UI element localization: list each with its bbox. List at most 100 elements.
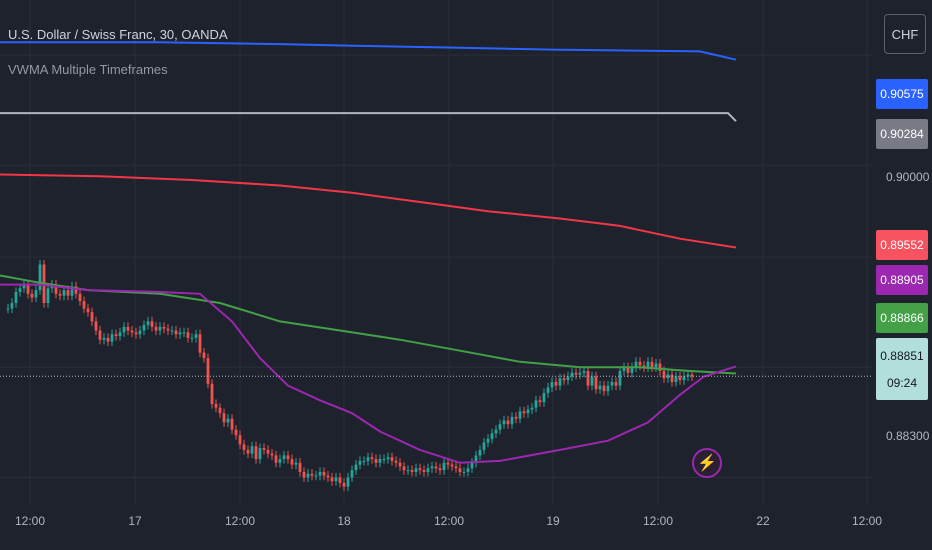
candle-body bbox=[350, 470, 354, 478]
indicator-name[interactable]: VWMA Multiple Timeframes bbox=[8, 62, 168, 77]
candle-body bbox=[226, 418, 230, 423]
candle-body bbox=[386, 457, 390, 460]
candle-body bbox=[618, 370, 622, 386]
time-tick: 12:00 bbox=[433, 514, 465, 528]
time-tick: 12:00 bbox=[224, 514, 256, 528]
candle-body bbox=[462, 471, 466, 473]
time-tick: 12:00 bbox=[14, 514, 46, 528]
candle-body bbox=[30, 293, 34, 298]
candle-body bbox=[186, 332, 190, 338]
vwma-line bbox=[0, 112, 737, 122]
candle-body bbox=[210, 383, 214, 404]
time-tick: 12:00 bbox=[642, 514, 674, 528]
candle-body bbox=[518, 411, 522, 419]
candle-body bbox=[342, 482, 346, 487]
vwma-line bbox=[0, 173, 737, 249]
price-badge-red: 0.89552 bbox=[876, 230, 928, 260]
candle-body bbox=[330, 477, 334, 482]
chart-area[interactable] bbox=[0, 0, 872, 505]
candle-body bbox=[202, 352, 206, 359]
flash-icon[interactable]: ⚡ bbox=[692, 448, 722, 478]
candle-body bbox=[438, 468, 442, 471]
candle-body bbox=[314, 475, 318, 477]
candle-body bbox=[242, 444, 246, 450]
vwma-line bbox=[0, 41, 737, 61]
candle-body bbox=[6, 308, 10, 310]
candle-body bbox=[94, 321, 98, 331]
price-badge-gray: 0.90284 bbox=[876, 119, 928, 149]
candle-body bbox=[514, 416, 518, 419]
symbol-title[interactable]: U.S. Dollar / Swiss Franc, 30, OANDA bbox=[8, 27, 228, 42]
candle-body bbox=[590, 376, 594, 386]
candle-body bbox=[218, 407, 222, 414]
candle-body bbox=[418, 468, 422, 471]
candle-body bbox=[642, 365, 646, 368]
last-price-badge: 0.88851 09:24 bbox=[876, 338, 928, 400]
candle-body bbox=[286, 455, 290, 460]
candle-body bbox=[62, 290, 66, 296]
time-tick: 19 bbox=[546, 514, 560, 528]
candle-body bbox=[546, 387, 550, 393]
candle-body bbox=[530, 407, 534, 410]
candle-body bbox=[306, 473, 310, 478]
candle-body bbox=[450, 464, 454, 467]
candle-body bbox=[654, 363, 658, 368]
candle-body bbox=[122, 326, 126, 333]
time-axis[interactable] bbox=[0, 505, 932, 550]
candle-body bbox=[482, 442, 486, 450]
candle-body bbox=[310, 473, 314, 476]
candle-body bbox=[346, 477, 350, 487]
candle-body bbox=[666, 374, 670, 379]
candle-body bbox=[334, 477, 338, 482]
candle-body bbox=[538, 400, 542, 403]
candle-body bbox=[190, 337, 194, 339]
candle-body bbox=[274, 455, 278, 463]
candle-body bbox=[110, 334, 114, 342]
candle-body bbox=[238, 435, 242, 445]
candle-body bbox=[598, 385, 602, 390]
candle-body bbox=[150, 321, 154, 327]
candle-body bbox=[414, 468, 418, 472]
candle-body bbox=[378, 459, 382, 463]
price-badge-blue: 0.90575 bbox=[876, 79, 928, 109]
candle-body bbox=[338, 477, 342, 483]
candle-body bbox=[634, 361, 638, 368]
candle-body bbox=[558, 378, 562, 386]
candle-body bbox=[90, 312, 94, 322]
candle-body bbox=[22, 284, 26, 289]
candle-body bbox=[490, 433, 494, 439]
candle-body bbox=[646, 361, 650, 368]
candle-body bbox=[162, 326, 166, 329]
candle-body bbox=[250, 446, 254, 454]
candle-body bbox=[54, 284, 58, 294]
candle-body bbox=[522, 411, 526, 414]
candle-body bbox=[554, 381, 558, 386]
candle-body bbox=[426, 468, 430, 472]
candle-body bbox=[434, 466, 438, 469]
candle-body bbox=[674, 376, 678, 382]
candle-body bbox=[206, 358, 210, 384]
candle-body bbox=[98, 330, 102, 340]
candle-body bbox=[474, 455, 478, 463]
candle-body bbox=[130, 330, 134, 333]
candle-body bbox=[318, 471, 322, 476]
currency-button[interactable]: CHF bbox=[884, 14, 926, 54]
candle-body bbox=[486, 438, 490, 443]
candle-body bbox=[498, 424, 502, 430]
candle-body bbox=[502, 420, 506, 425]
price-chart[interactable] bbox=[0, 0, 872, 505]
candle-body bbox=[38, 264, 42, 291]
candle-body bbox=[182, 332, 186, 334]
candle-body bbox=[66, 290, 70, 296]
candle-body bbox=[578, 372, 582, 375]
candle-body bbox=[70, 286, 74, 296]
candle-body bbox=[86, 308, 90, 313]
candle-body bbox=[282, 455, 286, 460]
candle-body bbox=[298, 462, 302, 472]
candle-body bbox=[602, 385, 606, 392]
candle-body bbox=[422, 470, 426, 472]
candle-body bbox=[46, 288, 50, 303]
candle-body bbox=[254, 446, 258, 460]
candle-body bbox=[290, 459, 294, 465]
candle-body bbox=[686, 374, 690, 377]
